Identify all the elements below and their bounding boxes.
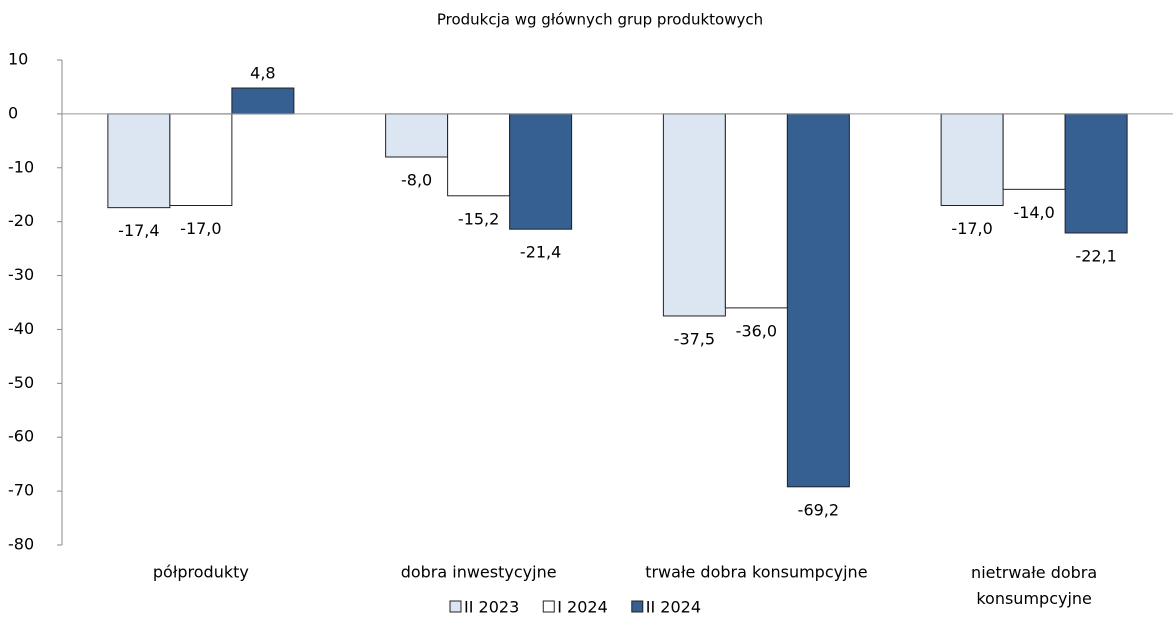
bar	[107, 113, 171, 209]
y-tick-label: -60	[8, 427, 34, 446]
bar	[1002, 113, 1066, 190]
bar	[940, 113, 1004, 206]
bar	[724, 113, 788, 309]
y-tick-label: -10	[8, 157, 34, 176]
legend-swatch	[631, 600, 644, 613]
legend-swatch	[449, 600, 462, 613]
bar	[1064, 113, 1128, 234]
data-label: -15,2	[458, 209, 499, 228]
y-tick-label: -20	[8, 211, 34, 230]
legend-label: II 2024	[646, 598, 701, 617]
y-tick-label: -80	[8, 535, 34, 554]
data-label: 4,8	[250, 64, 275, 83]
bar	[385, 113, 449, 158]
y-tick-label: -50	[8, 373, 34, 392]
bar	[662, 113, 726, 317]
data-label: -8,0	[401, 171, 432, 190]
data-label: -69,2	[798, 500, 839, 519]
x-tick-label: półprodukty	[153, 563, 249, 582]
data-label: -17,4	[118, 221, 159, 240]
legend-swatch	[542, 600, 555, 613]
bar	[786, 113, 850, 488]
y-tick-label: -30	[8, 265, 34, 284]
data-label: -17,0	[951, 219, 992, 238]
x-tick-label: nietrwałe dobra konsumpcyjne	[971, 563, 1097, 608]
data-label: -37,5	[674, 329, 715, 348]
bar	[231, 87, 295, 115]
bar	[447, 113, 511, 197]
x-tick-label: dobra inwestycyjne	[401, 563, 557, 582]
data-label: -14,0	[1013, 203, 1054, 222]
chart-title: Produkcja wg głównych grup produktowych	[437, 11, 763, 29]
legend-label: I 2024	[557, 598, 608, 617]
y-tick-label: -40	[8, 319, 34, 338]
y-tick-label: -70	[8, 481, 34, 500]
data-label: -36,0	[736, 321, 777, 340]
bar	[169, 113, 233, 206]
data-label: -17,0	[180, 219, 221, 238]
bar	[509, 113, 573, 230]
data-label: -22,1	[1075, 246, 1116, 265]
y-tick-label: 0	[8, 103, 18, 122]
y-tick-label: 10	[8, 50, 28, 69]
data-label: -21,4	[520, 243, 561, 262]
x-tick-label: trwałe dobra konsumpcyjne	[645, 563, 867, 582]
legend-label: II 2023	[464, 598, 519, 617]
